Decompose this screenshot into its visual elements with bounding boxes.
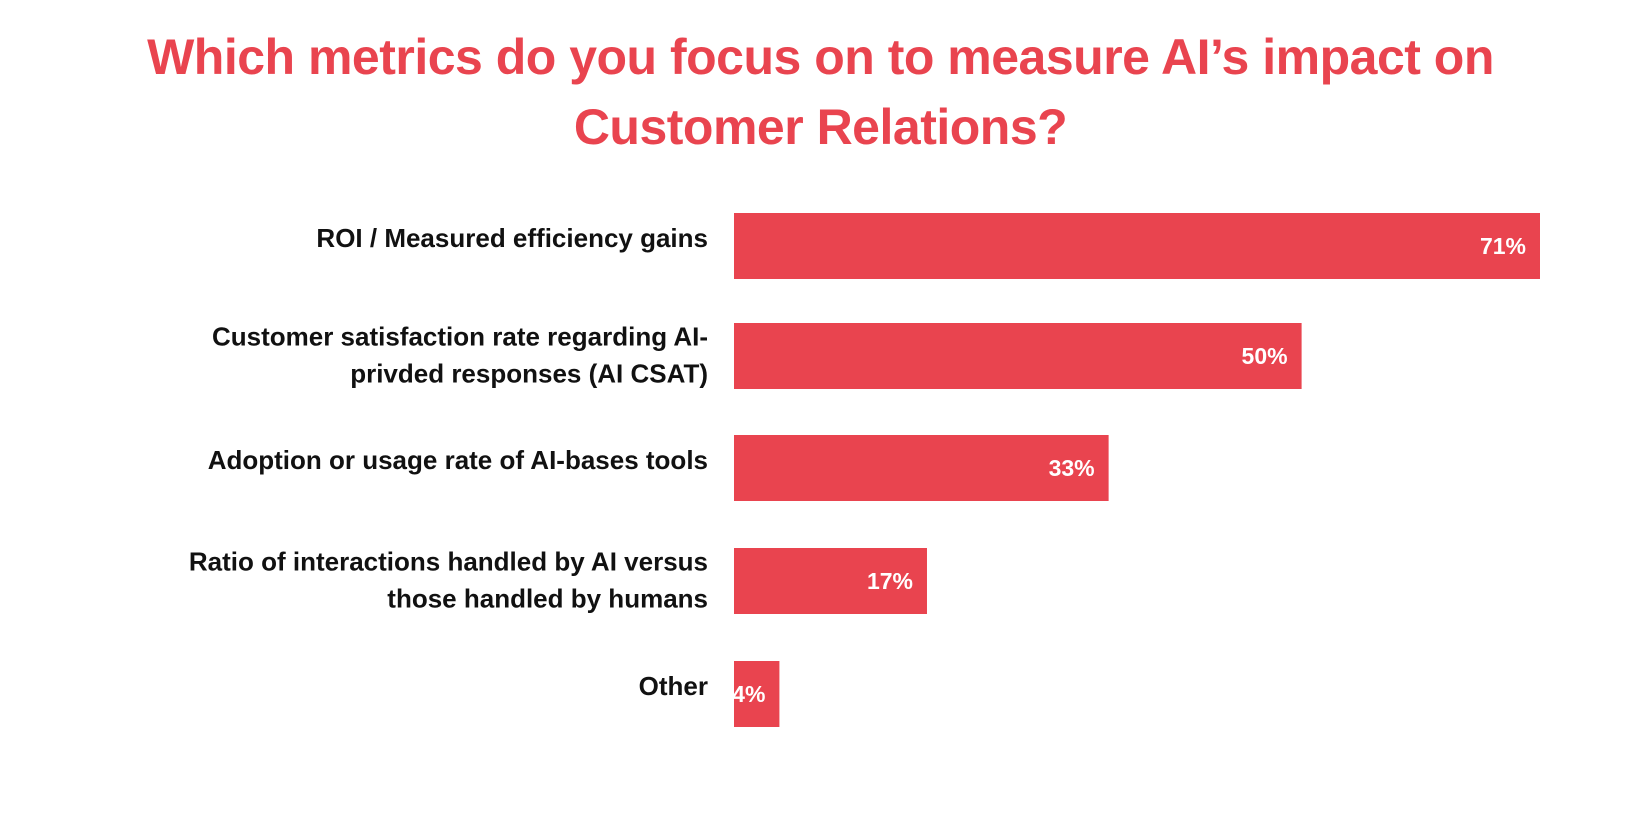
- category-label-3: Adoption or usage rate of AI-bases tools: [208, 445, 708, 475]
- category-label-line: Customer satisfaction rate regarding AI-: [212, 322, 708, 352]
- category-label-line: Ratio of interactions handled by AI vers…: [189, 547, 708, 577]
- category-label-1: ROI / Measured efficiency gains: [316, 223, 708, 253]
- value-label-1: 71%: [1480, 233, 1526, 259]
- category-label-line: ROI / Measured efficiency gains: [316, 223, 708, 253]
- bar-4: [734, 548, 927, 614]
- category-labels-layer: ROI / Measured efficiency gains Customer …: [189, 223, 708, 701]
- value-label-3: 33%: [1049, 455, 1095, 481]
- chart-title: Which metrics do you focus on to measure…: [147, 29, 1494, 155]
- bar-3: [734, 435, 1109, 501]
- category-label-line: Adoption or usage rate of AI-bases tools: [208, 445, 708, 475]
- category-label-line: Other: [639, 671, 708, 701]
- category-label-line: privded responses (AI CSAT): [350, 359, 708, 389]
- value-label-2: 50%: [1242, 343, 1288, 369]
- category-label-5: Other: [639, 671, 708, 701]
- bar-2: [734, 323, 1302, 389]
- value-labels-layer: 71% 50% 33% 17% 4%: [732, 233, 1526, 707]
- value-label-5: 4%: [732, 681, 765, 707]
- bar-5: [734, 661, 780, 727]
- category-label-line: those handled by humans: [387, 584, 708, 614]
- value-label-4: 17%: [867, 568, 913, 594]
- bar-1: [734, 213, 1540, 279]
- bars-layer: [734, 213, 1540, 727]
- category-label-2: Customer satisfaction rate regarding AI-…: [212, 322, 708, 389]
- category-label-4: Ratio of interactions handled by AI vers…: [189, 547, 708, 614]
